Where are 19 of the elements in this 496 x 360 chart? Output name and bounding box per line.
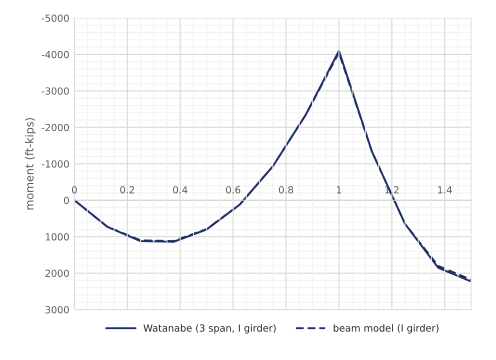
x-tick-label: 0	[72, 186, 77, 194]
x-tick-label: 1.4	[438, 186, 452, 194]
legend-label: beam model (I girder)	[334, 324, 438, 334]
y-tick-label: 2000	[46, 270, 69, 277]
x-tick-label: 0.6	[226, 186, 240, 194]
y-tick-label: -3000	[42, 87, 69, 95]
y-tick-label: -2000	[42, 124, 69, 132]
y-tick-label: 3000	[46, 306, 69, 314]
y-tick-label: 1000	[46, 233, 69, 241]
legend-label: Watanabe (3 span, I girder)	[144, 324, 276, 334]
y-tick-label: 0	[64, 196, 69, 204]
y-tick-label: -4000	[42, 50, 69, 58]
x-tick-label: 0.8	[278, 186, 294, 194]
y-tick-label: -5000	[42, 14, 69, 22]
y-axis-title: moment (ft-kips)	[24, 118, 36, 210]
x-tick-label: 1	[336, 186, 342, 194]
x-tick-label: 0.4	[173, 186, 188, 194]
y-tick-label: -1000	[42, 160, 69, 168]
x-tick-label: 0.2	[120, 186, 134, 194]
